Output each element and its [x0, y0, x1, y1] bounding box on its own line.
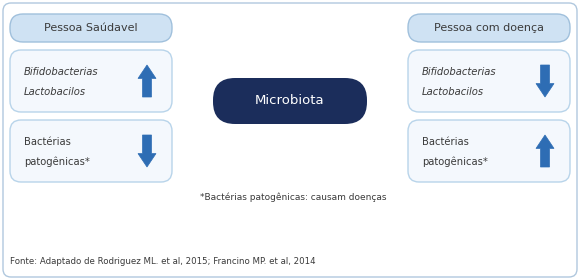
- Text: Bactérias: Bactérias: [24, 137, 71, 147]
- Text: Bifidobacterias: Bifidobacterias: [422, 67, 496, 77]
- Text: patogênicas*: patogênicas*: [422, 156, 488, 167]
- Text: Bifidobacterias: Bifidobacterias: [24, 67, 99, 77]
- FancyBboxPatch shape: [408, 120, 570, 182]
- Text: Bactérias: Bactérias: [422, 137, 469, 147]
- FancyBboxPatch shape: [10, 14, 172, 42]
- Polygon shape: [536, 135, 554, 167]
- Text: *Bactérias patogênicas: causam doenças: *Bactérias patogênicas: causam doenças: [200, 192, 386, 202]
- Polygon shape: [138, 65, 156, 97]
- Polygon shape: [138, 135, 156, 167]
- FancyBboxPatch shape: [10, 50, 172, 112]
- Text: Lactobacilos: Lactobacilos: [24, 87, 86, 97]
- Text: Microbiota: Microbiota: [255, 95, 325, 108]
- Text: Pessoa com doença: Pessoa com doença: [434, 23, 544, 33]
- Text: Lactobacilos: Lactobacilos: [422, 87, 484, 97]
- Text: Pessoa Saúdavel: Pessoa Saúdavel: [44, 23, 138, 33]
- FancyBboxPatch shape: [408, 14, 570, 42]
- Text: patogênicas*: patogênicas*: [24, 156, 90, 167]
- FancyBboxPatch shape: [213, 78, 367, 124]
- Text: Fonte: Adaptado de Rodriguez ML. et al, 2015; Francino MP. et al, 2014: Fonte: Adaptado de Rodriguez ML. et al, …: [10, 258, 316, 267]
- FancyBboxPatch shape: [408, 50, 570, 112]
- FancyBboxPatch shape: [10, 120, 172, 182]
- Polygon shape: [536, 65, 554, 97]
